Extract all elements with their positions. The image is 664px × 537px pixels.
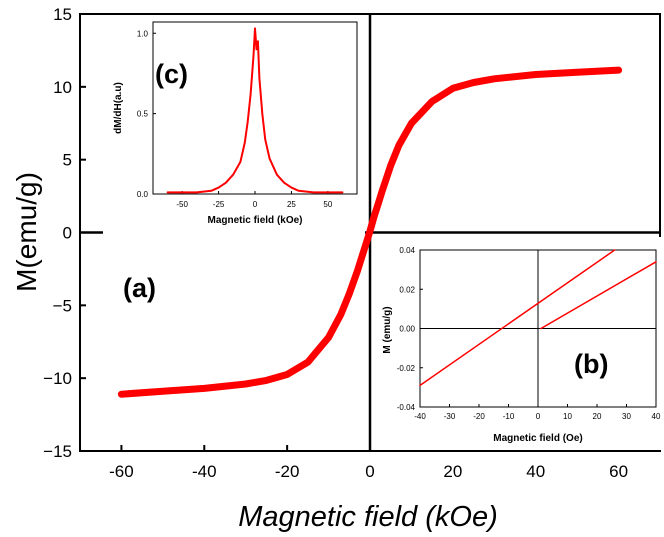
inset-c-y-tick-label: 0.5	[137, 110, 149, 119]
inset-c-series	[166, 27, 344, 194]
main-y-tick-label: 15	[53, 5, 72, 24]
inset-c-series-dm-dh	[166, 27, 344, 194]
main-y-tick-label: 5	[63, 151, 72, 170]
inset-b-x-tick-label: 20	[593, 412, 602, 421]
panel-label-c: (c)	[155, 59, 188, 89]
inset-c-y-tick-label: 0.0	[137, 190, 149, 199]
panel-label-b: (b)	[574, 349, 608, 379]
main-y-tick-label: 10	[53, 78, 72, 97]
inset-c-y-axis-label: dM/dH(a.u)	[113, 82, 124, 134]
inset-b-y-tick-label: -0.02	[397, 364, 416, 373]
inset-b-x-tick-label: 0	[536, 412, 541, 421]
inset-c-x-axis-label: Magnetic field (kOe)	[207, 215, 302, 226]
inset-c-x-tick-label: -25	[213, 200, 225, 209]
main-series-m-h-curve	[117, 66, 623, 398]
main-x-axis-label: Magnetic field (kOe)	[238, 501, 498, 533]
main-x-tick-label: 60	[609, 462, 628, 481]
main-series	[117, 66, 623, 398]
main-y-axis-label: M(emu/g)	[11, 172, 42, 292]
inset-c-chart: -50 -25 0 25 50 0.0 0.5 1.0 dM/dH(a.u) Magnetic…	[103, 16, 365, 234]
inset-c-x-tick-label: 50	[323, 200, 332, 209]
main-ticks: -60 -40 -20 0 20 40 60 −15 −10 −5 0 5 10 15	[43, 5, 628, 481]
main-x-tick-label: -40	[192, 462, 217, 481]
inset-b-series-branch-2	[540, 261, 657, 330]
main-x-tick-label: 20	[443, 462, 462, 481]
inset-c-ticks: -50 -25 0 25 50 0.0 0.5 1.0	[137, 29, 333, 209]
inset-c-y-tick-label: 1.0	[137, 29, 149, 38]
inset-c-background	[103, 16, 365, 234]
inset-b-series-branch-1	[419, 249, 616, 387]
inset-b-chart: -40 -30 -20 -10 0 10 20 30 40 -0.04 -0.02 0.00 0.02 0…	[382, 237, 662, 450]
inset-b-x-axis-label: Magnetic field (Oe)	[493, 433, 582, 444]
main-y-tick-label: −15	[43, 442, 72, 461]
inset-b-ticks: -40 -30 -20 -10 0 10 20 30 40 -0.04 -0.02 0.00 0.02 0…	[397, 246, 661, 421]
inset-b-x-tick-label: 10	[563, 412, 572, 421]
inset-b-y-tick-label: 0.04	[399, 246, 415, 255]
main-x-tick-label: 40	[526, 462, 545, 481]
main-x-tick-label: 0	[365, 462, 374, 481]
inset-b-x-tick-label: 40	[652, 412, 661, 421]
inset-c-x-tick-label: -50	[176, 200, 188, 209]
panel-label-a: (a)	[123, 273, 156, 303]
inset-b-y-tick-label: -0.04	[397, 403, 416, 412]
inset-b-y-axis-label: M (emu/g)	[382, 306, 393, 353]
inset-b-y-tick-label: 0.00	[399, 325, 415, 334]
inset-c-x-tick-label: 0	[253, 200, 258, 209]
inset-b-x-tick-label: 30	[622, 412, 631, 421]
main-y-tick-label: −10	[43, 369, 72, 388]
inset-b-y-tick-label: 0.02	[399, 285, 415, 294]
main-y-tick-label: −5	[53, 296, 72, 315]
inset-b-x-tick-label: -30	[444, 412, 456, 421]
inset-b-x-tick-label: -10	[503, 412, 515, 421]
main-y-tick-label: 0	[63, 224, 72, 243]
inset-c-x-tick-label: 25	[287, 200, 296, 209]
inset-b-x-tick-label: -40	[414, 412, 426, 421]
inset-b-x-tick-label: -20	[473, 412, 485, 421]
inset-b-background	[385, 237, 662, 450]
inset-b-zero-lines	[420, 250, 656, 407]
main-x-tick-label: -20	[275, 462, 300, 481]
main-x-tick-label: -60	[109, 462, 134, 481]
inset-b-series	[419, 249, 657, 387]
